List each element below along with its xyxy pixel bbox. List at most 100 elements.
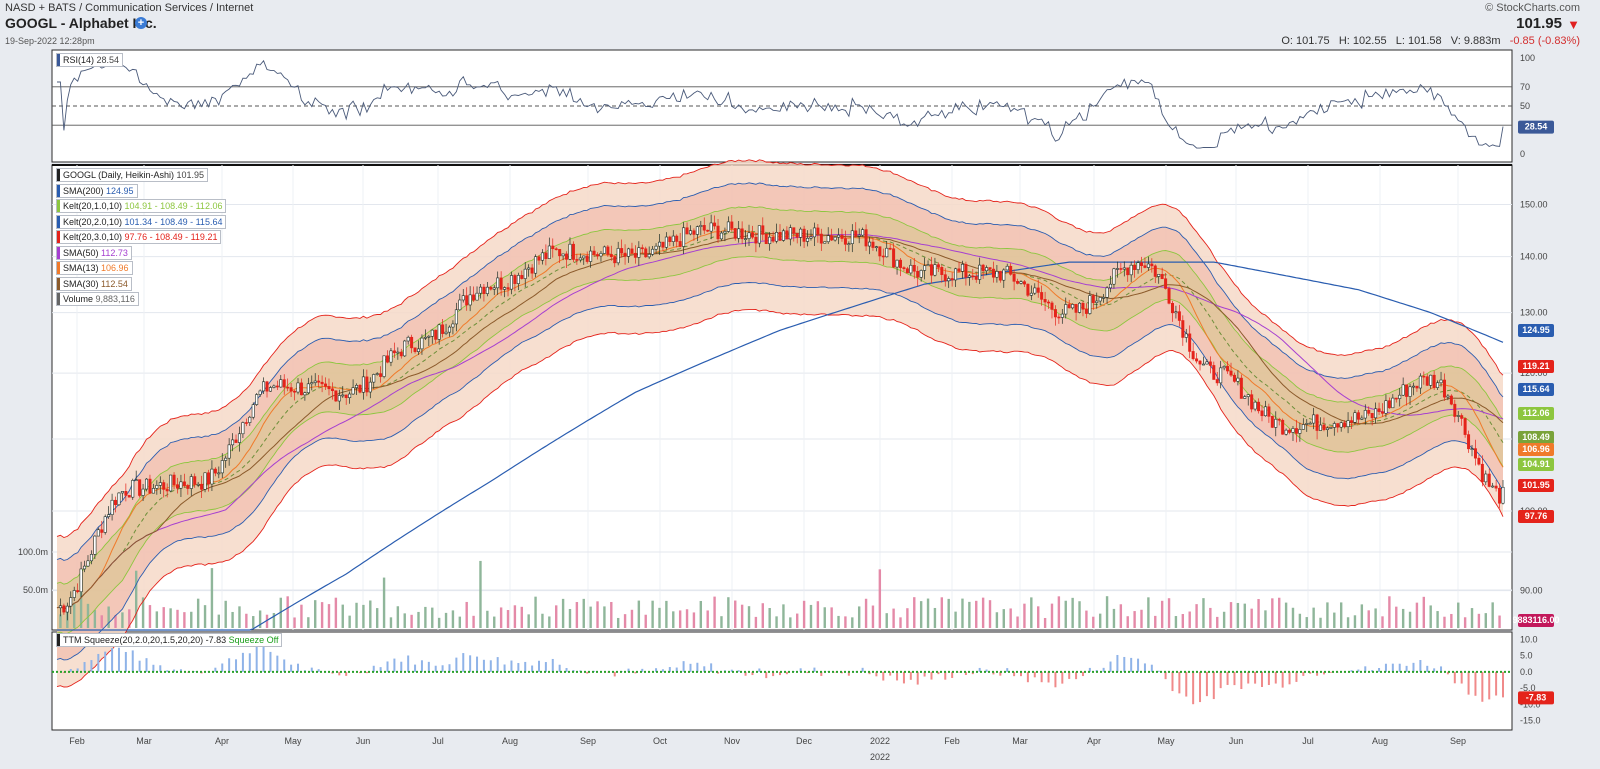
volume-bar bbox=[1401, 608, 1405, 628]
squeeze-bar bbox=[297, 663, 299, 672]
candle-body bbox=[341, 394, 345, 397]
candle bbox=[62, 603, 66, 615]
squeeze-bar bbox=[909, 671, 912, 680]
price-legend-item-label: SMA(13) bbox=[63, 263, 102, 273]
volume-bar bbox=[1415, 602, 1419, 628]
price-legend-item[interactable]: SMA(13) 106.96 bbox=[56, 261, 133, 275]
candle-body bbox=[1446, 395, 1450, 398]
candle-body bbox=[1040, 292, 1044, 300]
candle-body bbox=[65, 605, 69, 613]
volume-bar bbox=[630, 609, 634, 628]
volume-bar bbox=[658, 607, 661, 628]
candle bbox=[454, 302, 458, 332]
candle bbox=[1222, 365, 1226, 371]
candle-body bbox=[854, 230, 858, 237]
squeeze-bar bbox=[1426, 665, 1429, 672]
price-legend-item-swatch bbox=[57, 200, 60, 212]
copyright[interactable]: © StockCharts.com bbox=[1485, 2, 1580, 14]
volume-bar bbox=[479, 560, 482, 628]
squeeze-bar bbox=[62, 671, 65, 674]
add-symbol-icon[interactable]: + bbox=[135, 17, 147, 29]
squeeze-bar bbox=[1247, 671, 1250, 684]
volume-bar bbox=[1470, 608, 1474, 628]
candle bbox=[1408, 383, 1412, 406]
price-legend-item-value: 9,883,116 bbox=[95, 294, 135, 304]
candle bbox=[1119, 262, 1123, 274]
squeeze-bar bbox=[1199, 671, 1202, 703]
price-legend-item[interactable]: Kelt(20,1.0,10) 104.91 - 108.49 - 112.06 bbox=[56, 199, 227, 213]
volume-bar bbox=[1078, 601, 1081, 628]
candle bbox=[296, 378, 300, 395]
volume-bar bbox=[369, 600, 372, 628]
volume-bar bbox=[155, 611, 159, 628]
candle-body bbox=[1470, 448, 1474, 450]
price-legend-item[interactable]: Volume 9,883,116 bbox=[56, 292, 139, 306]
volume-bar bbox=[575, 602, 579, 628]
candle bbox=[565, 251, 569, 268]
candle-body bbox=[933, 264, 937, 276]
price-legend-item[interactable]: Kelt(20,2.0,10) 101.34 - 108.49 - 115.64 bbox=[56, 214, 227, 229]
squeeze-bar bbox=[111, 648, 114, 672]
candle-body bbox=[1047, 301, 1051, 304]
volume-bar bbox=[141, 597, 145, 628]
candle-body bbox=[1133, 264, 1137, 270]
price-badge-bg bbox=[1518, 324, 1554, 337]
symbol-title[interactable]: GOOGL - Alphabet Inc. bbox=[5, 15, 157, 31]
candle-body bbox=[1277, 418, 1281, 421]
candle bbox=[1453, 399, 1457, 423]
squeeze-bar bbox=[1446, 671, 1449, 675]
candle-body bbox=[83, 565, 87, 570]
volume-bar bbox=[1395, 606, 1398, 628]
candle-body bbox=[960, 263, 964, 272]
rsi-legend[interactable]: RSI(14) 28.54 bbox=[56, 53, 124, 67]
candle-body bbox=[1091, 295, 1095, 303]
candle-body bbox=[833, 236, 837, 241]
candle bbox=[1432, 370, 1436, 391]
volume-bar bbox=[940, 597, 944, 628]
candle-body bbox=[293, 390, 297, 393]
price-legend-item-label: Kelt(20,2.0,10) bbox=[63, 216, 125, 227]
volume-bar bbox=[148, 605, 152, 628]
squeeze-bar bbox=[221, 663, 224, 672]
price-legend-item[interactable]: SMA(30) 112.54 bbox=[56, 276, 132, 291]
candle-body bbox=[916, 270, 920, 278]
price-tick-label: 150.00 bbox=[1520, 199, 1548, 209]
candle bbox=[151, 483, 155, 494]
squeeze-bar bbox=[820, 671, 823, 676]
squeeze-legend[interactable]: TTM Squeeze(20,2.0,20,1.5,20,20) -7.83 S… bbox=[56, 633, 283, 647]
squeeze-bar bbox=[1219, 671, 1222, 689]
candle bbox=[923, 257, 927, 280]
candle bbox=[778, 224, 782, 242]
candle bbox=[1071, 303, 1075, 310]
candle bbox=[768, 231, 772, 251]
candle-body bbox=[375, 373, 379, 375]
candle bbox=[830, 228, 834, 242]
candle bbox=[764, 233, 768, 245]
squeeze-bar bbox=[1302, 671, 1305, 676]
volume-bar bbox=[190, 611, 193, 628]
candle-body bbox=[203, 472, 207, 490]
candle-body bbox=[527, 267, 531, 270]
squeeze-bar bbox=[1157, 670, 1160, 672]
price-legend-item[interactable]: GOOGL (Daily, Heikin-Ashi) 101.95 bbox=[56, 168, 209, 182]
candle bbox=[286, 378, 290, 392]
volume-bar bbox=[906, 608, 909, 628]
price-legend-item[interactable]: SMA(50) 112.73 bbox=[56, 245, 132, 260]
candle bbox=[141, 483, 145, 502]
candle bbox=[1246, 394, 1250, 406]
price-badge: 115.64 bbox=[1518, 383, 1554, 396]
price-legend-item[interactable]: Kelt(20,3.0,10) 97.76 - 108.49 - 119.21 bbox=[56, 230, 222, 244]
candle-body bbox=[940, 267, 944, 275]
squeeze-bar bbox=[482, 659, 485, 672]
volume-badge-bg bbox=[1518, 614, 1554, 627]
candle bbox=[1109, 275, 1113, 293]
candle-body bbox=[971, 275, 975, 278]
candle bbox=[193, 473, 197, 488]
price-legend-item[interactable]: SMA(200) 124.95 bbox=[56, 183, 138, 198]
candle bbox=[1391, 394, 1395, 409]
candle-body bbox=[1022, 281, 1026, 285]
candle-body bbox=[217, 472, 221, 475]
squeeze-badge: -7.83 bbox=[1518, 691, 1554, 705]
candle-body bbox=[878, 246, 882, 257]
